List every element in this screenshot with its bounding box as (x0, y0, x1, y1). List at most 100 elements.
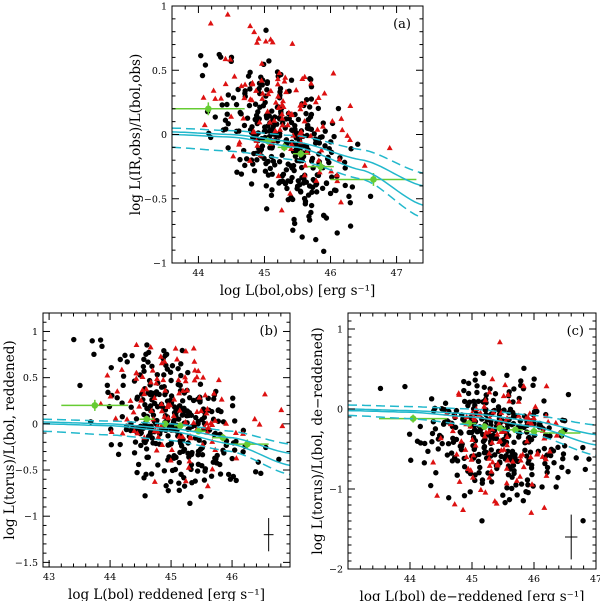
black-circle-point (367, 193, 374, 199)
red-triangle-point (515, 398, 522, 404)
black-circle-point (342, 182, 348, 189)
black-circle-point (164, 398, 171, 404)
y-axis-title: log L(torus)/L(bol, de−reddened) (310, 327, 326, 554)
black-circle-point (249, 124, 255, 130)
red-triangle-point (486, 474, 493, 480)
black-circle-point (224, 101, 230, 108)
model-curve-dashed (171, 146, 424, 219)
black-circle-point (197, 446, 204, 452)
red-triangle-point (247, 96, 254, 102)
black-circle-point (294, 183, 301, 189)
black-circle-point (298, 164, 305, 171)
panel-b-scatter-chart: 43 44 45 46 −1.5 −1 −0.5 0 0.5 1 log L(bol) redden… (2, 312, 291, 601)
red-triangle-point (513, 477, 520, 483)
red-triangle-point (321, 90, 328, 96)
black-circle-point (186, 410, 193, 416)
black-circle-point (141, 411, 147, 418)
black-circle-point (134, 469, 140, 476)
black-circle-point (263, 183, 270, 189)
red-triangle-point (168, 446, 175, 453)
x-axis-title: log L(bol) reddened [erg s⁻¹] (68, 587, 265, 601)
black-circle-point (138, 442, 144, 449)
black-circle-point (119, 400, 125, 406)
black-circle-point (140, 363, 147, 370)
red-triangle-point (143, 386, 150, 392)
binned-points-group (172, 102, 417, 186)
black-circle-point (71, 336, 77, 343)
black-circle-point (308, 96, 315, 102)
black-circle-point (266, 113, 272, 119)
red-triangle-point (517, 457, 524, 463)
black-circle-point (521, 365, 527, 372)
black-circle-point (178, 372, 184, 379)
black-circle-point (473, 370, 479, 377)
black-circle-point (547, 433, 553, 439)
black-circle-point (195, 421, 201, 427)
red-triangle-point (222, 80, 229, 87)
red-triangle-point (133, 370, 140, 376)
black-circle-point (132, 439, 139, 445)
x-tick-label: 46 (324, 268, 336, 279)
black-circle-point (269, 187, 275, 193)
black-circle-point (492, 452, 498, 458)
black-circle-point (263, 27, 269, 33)
black-circle-point (181, 446, 188, 453)
y-tick-label: 0.5 (152, 66, 167, 77)
black-circle-point (256, 85, 262, 92)
black-circle-point (229, 403, 236, 409)
black-circle-point (433, 470, 439, 476)
red-triangle-point (165, 401, 172, 408)
black-circle-point (488, 479, 495, 485)
red-triangle-point (456, 478, 463, 484)
red-triangle-point (230, 153, 237, 159)
red-triangle-point (133, 375, 140, 381)
black-circle-point (77, 382, 83, 389)
x-tick-label: 44 (404, 574, 416, 585)
black-circle-point (542, 460, 548, 467)
red-triangle-point (486, 455, 493, 461)
red-triangle-point (553, 432, 560, 438)
black-circle-point (167, 369, 174, 375)
black-circle-point (190, 397, 197, 404)
black-circle-point (104, 382, 111, 389)
red-triangle-point (149, 367, 156, 373)
black-circle-point (251, 167, 258, 174)
red-triangle-point (202, 392, 209, 398)
red-triangle-point (297, 105, 304, 112)
black-circle-point (474, 383, 480, 389)
binned-points-group (379, 414, 581, 438)
black-circle-point (171, 452, 177, 459)
binned-point (143, 415, 150, 423)
model-curve-solid (42, 423, 291, 467)
black-circle-point (509, 474, 515, 480)
red-triangle-point (498, 409, 505, 415)
black-circle-point (582, 466, 589, 473)
black-circle-point (299, 234, 305, 240)
black-circle-point (408, 457, 414, 463)
black-circle-point (268, 192, 275, 199)
x-axis-title: log L(bol) de−reddened [erg s⁻¹] (360, 589, 585, 601)
black-circle-point (267, 165, 274, 172)
binned-point (205, 105, 212, 113)
black-circle-point (152, 400, 158, 407)
black-circle-point (145, 359, 151, 365)
black-circle-point (168, 440, 174, 446)
black-circle-point (147, 429, 154, 435)
y-tick-label: −2 (329, 565, 343, 576)
red-triangle-point (182, 377, 189, 384)
black-circle-point (264, 87, 270, 93)
red-triangle-point (158, 400, 165, 407)
red-triangle-point (127, 397, 134, 403)
red-triangle-point (266, 119, 273, 125)
red-triangle-point (161, 358, 168, 364)
black-circle-point (504, 485, 510, 491)
red-triangle-point (200, 374, 207, 380)
black-circle-point (155, 462, 161, 468)
red-triangle-point (222, 55, 229, 62)
red-triangle-point (255, 35, 262, 41)
red-triangle-point (301, 99, 308, 106)
red-triangle-point (280, 103, 287, 110)
plot-frame (42, 312, 291, 568)
black-circle-point (150, 390, 156, 397)
red-triangle-point (267, 87, 274, 94)
